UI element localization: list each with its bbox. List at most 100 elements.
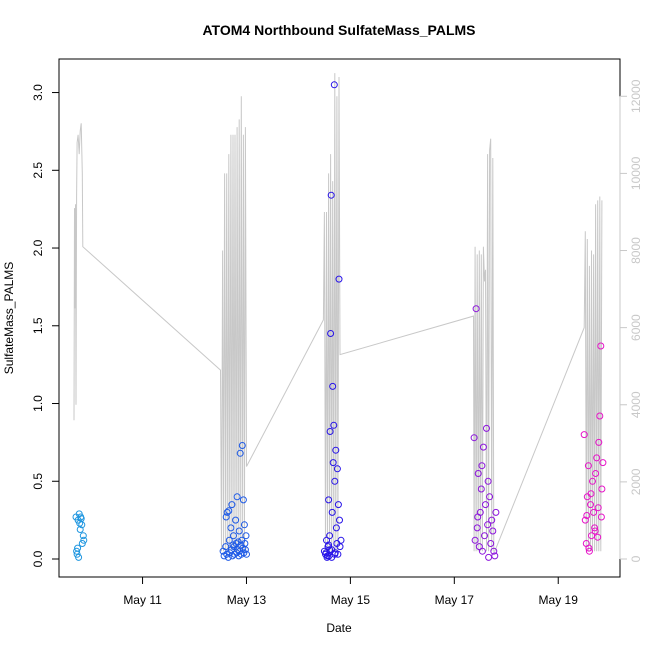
- data-point: [490, 547, 498, 555]
- data-point: [591, 527, 599, 535]
- data-point: [327, 191, 335, 199]
- y2-tick-label: 10000: [629, 156, 643, 190]
- data-point: [236, 449, 244, 457]
- y2-tick-label: 4000: [629, 391, 643, 418]
- data-point: [491, 552, 499, 560]
- data-point: [240, 521, 248, 529]
- data-point: [329, 382, 337, 390]
- data-point: [590, 508, 598, 516]
- data-point: [75, 553, 83, 561]
- data-point: [588, 532, 595, 540]
- altitude-line: [73, 73, 603, 552]
- data-point: [223, 508, 231, 516]
- data-point: [599, 459, 607, 467]
- data-point: [76, 526, 84, 533]
- data-point: [485, 553, 493, 561]
- data-point: [235, 527, 243, 535]
- y-axis-label: SulfateMass_PALMS: [2, 262, 16, 375]
- x-tick-label: May 19: [539, 593, 579, 607]
- data-point: [484, 477, 492, 485]
- chart-title: ATOM4 Northbound SulfateMass_PALMS: [202, 22, 475, 38]
- data-point: [222, 513, 230, 521]
- y2-tick-label: 0: [629, 555, 643, 562]
- y2-tick-label: 8000: [629, 237, 643, 264]
- data-point: [239, 496, 247, 504]
- y-tick-label: 2.0: [31, 239, 45, 256]
- data-point: [472, 305, 480, 313]
- data-point: [598, 485, 606, 493]
- data-point: [483, 424, 490, 432]
- data-point: [238, 442, 246, 449]
- data-point: [597, 513, 605, 521]
- data-point: [78, 540, 86, 547]
- data-point: [486, 493, 494, 501]
- y-tick-label: 2.5: [31, 162, 45, 179]
- data-point: [336, 516, 343, 524]
- data-point: [479, 443, 487, 451]
- x-axis-label: Date: [326, 621, 352, 635]
- data-point: [331, 550, 339, 558]
- data-point: [80, 536, 88, 544]
- x-tick-label: May 17: [435, 593, 475, 607]
- x-tick-label: May 11: [123, 593, 162, 607]
- y-tick-label: 3.0: [31, 84, 45, 101]
- data-point: [242, 532, 250, 540]
- data-point: [74, 544, 82, 552]
- data-point: [331, 477, 339, 485]
- data-point: [488, 516, 496, 524]
- data-point: [334, 501, 342, 509]
- data-point: [225, 507, 233, 515]
- data-point: [233, 493, 241, 501]
- data-point: [325, 541, 333, 549]
- y2-tick-label: 12000: [629, 79, 643, 113]
- x-tick-label: May 13: [227, 593, 267, 607]
- data-point: [325, 496, 333, 504]
- data-point: [326, 532, 334, 540]
- altitude-trace-layer: [73, 73, 603, 552]
- data-point: [230, 532, 237, 540]
- y-tick-label: 0.5: [31, 473, 45, 490]
- data-point: [334, 550, 342, 558]
- data-point: [474, 470, 482, 477]
- data-point: [330, 81, 338, 89]
- data-point: [596, 412, 604, 420]
- data-point: [482, 501, 489, 509]
- y2-tick-label: 2000: [629, 468, 643, 495]
- y-axis-secondary: 0 2000 4000 6000 8000 10000 12000: [619, 79, 643, 562]
- data-point: [587, 501, 594, 509]
- y-tick-label: 1.5: [31, 317, 45, 334]
- y-tick-label: 1.0: [31, 395, 45, 412]
- data-point: [229, 541, 237, 549]
- scatter-points-layer: [72, 81, 607, 561]
- data-point: [228, 501, 236, 509]
- data-point: [326, 428, 334, 435]
- y-tick-label: 0.0: [31, 550, 45, 567]
- data-point: [241, 546, 249, 554]
- data-point: [489, 527, 497, 535]
- data-point: [492, 508, 500, 516]
- data-point: [473, 524, 481, 532]
- data-point: [79, 532, 87, 540]
- data-point: [243, 550, 250, 558]
- data-point: [487, 540, 495, 547]
- data-point: [587, 490, 595, 498]
- data-point: [581, 516, 589, 524]
- data-point: [73, 547, 81, 555]
- data-point: [470, 434, 478, 442]
- data-point: [594, 533, 602, 541]
- data-point: [224, 553, 232, 561]
- data-point: [78, 521, 86, 529]
- data-point: [329, 459, 337, 467]
- data-point: [591, 524, 599, 532]
- data-point: [478, 547, 486, 555]
- data-point: [328, 508, 336, 516]
- data-point: [585, 547, 593, 555]
- data-point: [597, 342, 605, 350]
- data-point: [580, 431, 588, 439]
- y2-tick-label: 6000: [629, 314, 643, 341]
- x-axis: May 11 May 13 May 15 May 17 May 19: [123, 576, 579, 607]
- data-point: [583, 512, 591, 519]
- data-point: [337, 536, 345, 544]
- data-point: [333, 465, 341, 473]
